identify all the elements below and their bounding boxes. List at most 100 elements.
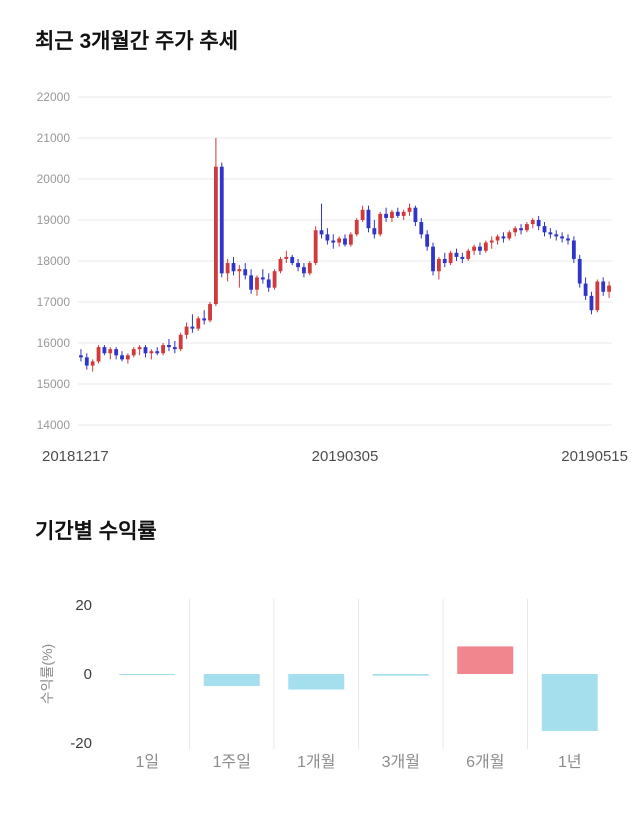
candle-body [489, 240, 494, 243]
price-chart-x-axis: 20181217 20190305 20190515 [0, 438, 640, 468]
candle-body [495, 236, 500, 241]
candle-body [266, 279, 271, 288]
return-bar [457, 646, 514, 674]
y-axis-tick: 20 [75, 597, 92, 614]
candle-body [208, 304, 212, 321]
candle-body [79, 355, 83, 358]
bar-category-label: 3개월 [382, 753, 420, 771]
candle-body [501, 236, 506, 239]
candle-body [542, 226, 547, 233]
y-axis-tick: 15000 [37, 377, 71, 391]
candle-body [161, 345, 165, 354]
candle-body [249, 275, 254, 290]
candle-body [125, 355, 130, 360]
return-bar [372, 674, 429, 676]
candle-body [566, 238, 570, 241]
bar-category-label: 1주일 [213, 753, 251, 771]
candle-body [378, 213, 383, 235]
candle-body [137, 347, 142, 350]
candle-body [595, 281, 600, 311]
candle-body [225, 263, 230, 274]
returns-chart-title: 기간별 수익률 [35, 520, 157, 543]
y-axis-tick: 21000 [37, 131, 71, 145]
bar-category-label: 1개월 [297, 753, 335, 771]
candle-body [483, 242, 488, 251]
y-axis-tick: 16000 [37, 336, 71, 350]
candle-body [213, 166, 218, 305]
y-axis-tick: -20 [70, 735, 92, 752]
candle-body [348, 234, 353, 245]
candle-body [354, 220, 359, 235]
y-axis-tick: 20000 [37, 172, 71, 186]
y-axis-tick: 22000 [37, 90, 71, 104]
candle-body [560, 236, 565, 239]
y-axis-tick: 19000 [37, 213, 71, 227]
candle-body [407, 207, 412, 212]
candle-body [331, 240, 336, 243]
candle-body [466, 250, 471, 259]
candle-body [507, 232, 512, 239]
candle-body [601, 281, 606, 292]
candle-body [278, 258, 283, 272]
return-bar [203, 674, 260, 687]
candle-body [131, 349, 136, 356]
candle-body [284, 256, 289, 259]
candle-body [478, 246, 482, 251]
candle-body [583, 283, 588, 296]
candle-body [172, 347, 177, 350]
candle-body [454, 252, 459, 257]
y-axis-tick: 14000 [37, 418, 71, 432]
candle-body [571, 240, 576, 259]
candle-body [84, 357, 89, 366]
candle-body [167, 345, 171, 348]
candle-body [525, 224, 529, 231]
candle-body [307, 263, 312, 274]
bar-category-label: 1일 [135, 753, 159, 771]
candle-body [255, 277, 259, 290]
candle-body [372, 228, 377, 235]
candle-body [120, 355, 124, 360]
candle-body [413, 207, 418, 223]
x-axis-label-end: 20190515 [561, 448, 628, 465]
candle-body [536, 220, 541, 227]
candle-body [102, 347, 107, 354]
candle-body [343, 238, 347, 245]
candle-body [589, 295, 594, 311]
candle-body [384, 213, 388, 218]
candle-body [108, 349, 113, 354]
candle-body [290, 256, 295, 264]
candle-body [313, 230, 318, 264]
candle-body [296, 263, 300, 268]
candle-body [431, 246, 435, 272]
candle-body [425, 234, 430, 247]
candle-body [360, 209, 365, 220]
candle-body [554, 234, 559, 237]
candle-body [390, 211, 394, 218]
candle-body [90, 361, 95, 366]
return-bar [541, 674, 598, 731]
candle-body [196, 318, 201, 329]
candle-body [530, 220, 535, 225]
candle-body [190, 326, 195, 329]
price-chart-title: 최근 3개월간 주가 추세 [35, 30, 239, 53]
y-axis-tick: 0 [84, 666, 92, 683]
candle-body [143, 347, 148, 354]
candle-body [319, 230, 324, 235]
candle-body [442, 258, 447, 264]
candle-body [513, 228, 518, 233]
candle-body [607, 285, 611, 292]
candle-body [237, 269, 242, 272]
candle-body [337, 238, 342, 243]
candle-body [395, 211, 400, 216]
candle-body [260, 277, 265, 280]
candle-body [401, 211, 406, 216]
bar-category-label: 1년 [558, 753, 582, 771]
candlestick-chart: 14000 15000 16000 17000 18000 19000 20000 21000… [37, 90, 612, 432]
returns-bar-chart: 20 0 -20 수익률(%) 1일 1주일 1개월 3개월 6개월 1년 [39, 597, 598, 771]
candle-body [114, 349, 119, 356]
stock-detail-page: 최근 3개월간 주가 추세 14000 15000 16000 17000 18000 1… [0, 30, 640, 805]
y-axis-tick: 17000 [37, 295, 71, 309]
candle-body [519, 228, 523, 231]
candle-body [202, 318, 207, 321]
candle-body [155, 351, 160, 354]
